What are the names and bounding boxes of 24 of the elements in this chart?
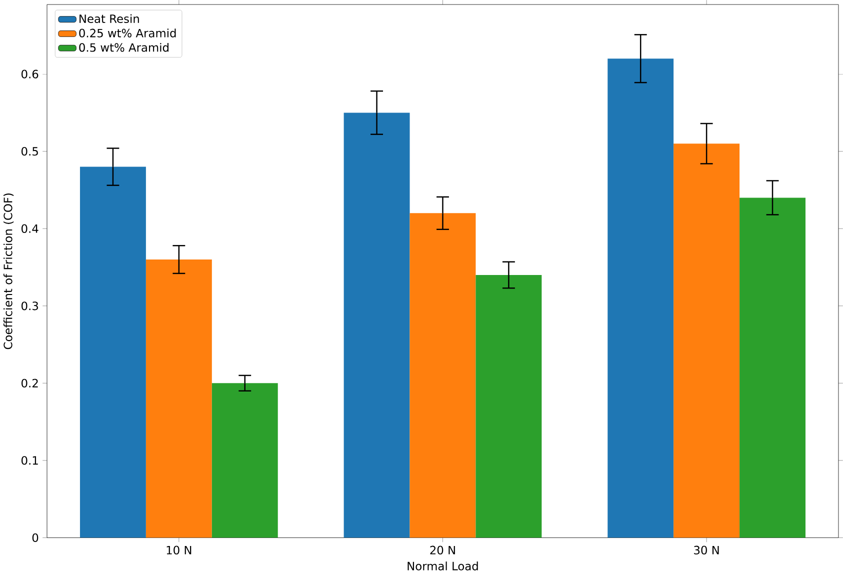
bar <box>146 260 212 538</box>
legend-label: Neat Resin <box>80 14 139 24</box>
x-tick-label: 20 N <box>430 546 455 555</box>
bar <box>674 144 740 538</box>
bar <box>608 58 674 538</box>
y-tick-label: 0.2 <box>22 378 38 388</box>
y-tick-label: 0.5 <box>22 147 38 156</box>
x-tick-label: 10 N <box>166 546 192 555</box>
y-tick-label: 0.3 <box>22 302 38 310</box>
bar <box>476 275 542 538</box>
x-tick-label: 30 N <box>694 546 719 555</box>
bar <box>80 166 146 538</box>
bar <box>740 198 806 538</box>
y-tick-label: 0 <box>32 533 38 542</box>
legend-label: 0.5 wt% Aramid <box>79 43 168 52</box>
y-tick-label: 0.4 <box>22 224 38 234</box>
y-tick-label: 0.6 <box>22 70 38 78</box>
y-axis-title: Coefficient of Friction (COF) <box>3 194 14 350</box>
bar <box>212 383 278 538</box>
legend-label: 0.25 wt% Aramid <box>79 28 176 38</box>
y-tick-label: 0.1 <box>22 456 38 465</box>
bar <box>344 112 410 538</box>
x-axis-title: Normal Load <box>408 562 478 570</box>
bar <box>410 213 476 538</box>
